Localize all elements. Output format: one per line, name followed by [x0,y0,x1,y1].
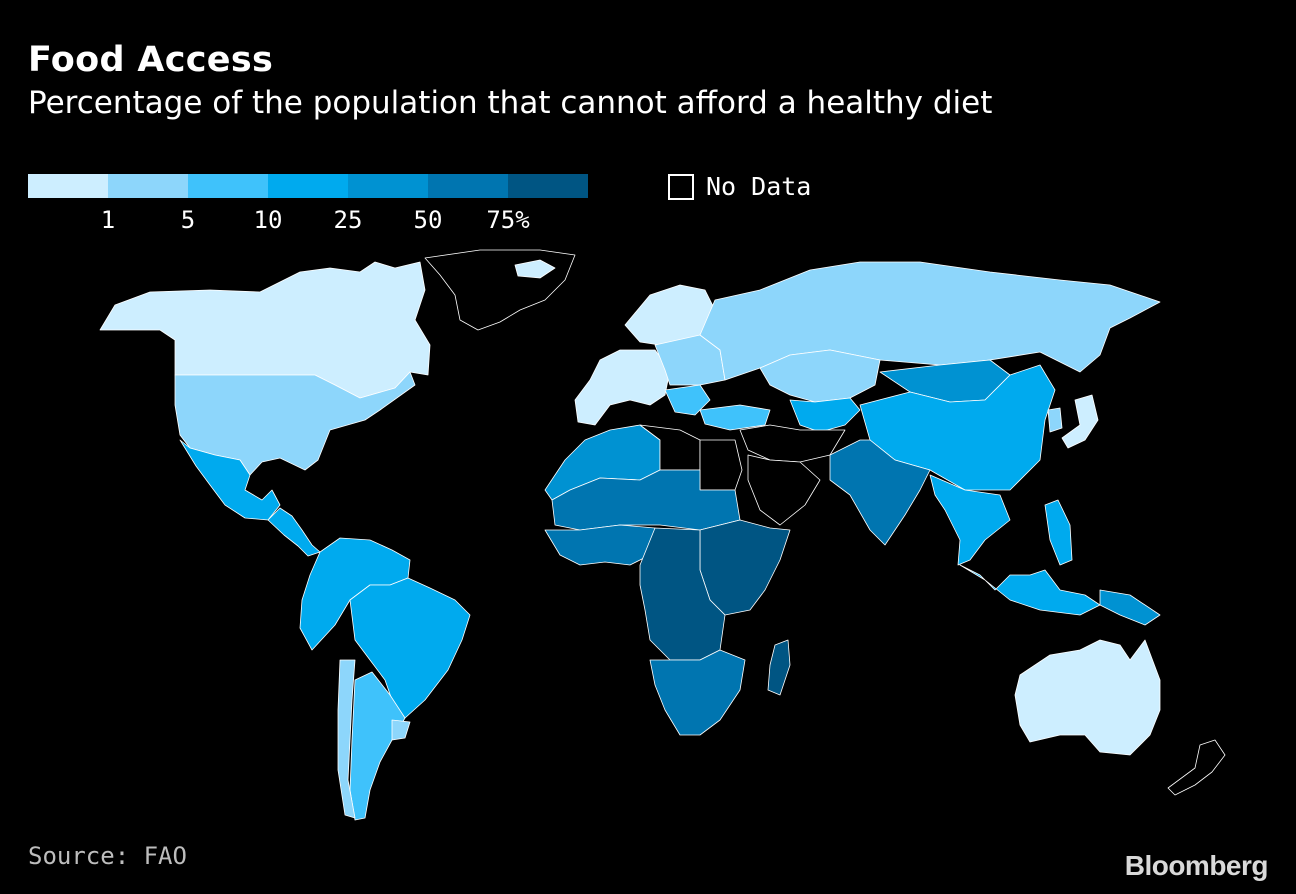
region-southeast-asia [929,474,1011,566]
region-japan [1061,394,1099,449]
source-note: Source: FAO [28,842,187,870]
legend-tick-label: 75% [486,206,530,234]
region-egypt [699,439,743,491]
region-south-asia [829,439,931,546]
region-chile [337,659,356,819]
region-greenland [424,249,576,331]
legend-swatch [28,174,108,198]
region-kazakhstan [759,349,881,403]
region-argentina [349,671,406,821]
legend-tick-label: 50 [413,206,443,234]
legend-tick-label: 5 [180,206,196,234]
legend-swatch [508,174,588,198]
region-papua-new-guinea [1099,589,1161,626]
region-iceland [514,259,556,279]
region-arabian-peninsula [747,454,821,526]
region-central-america [267,507,321,557]
region-australia [1014,639,1161,756]
region-uruguay [391,719,411,741]
legend-swatch [108,174,188,198]
legend-swatch [268,174,348,198]
bloomberg-logo: Bloomberg [1124,850,1269,881]
region-philippines [1044,499,1073,566]
region-southern-africa [649,649,746,736]
legend-swatch [428,174,508,198]
no-data-label: No Data [706,172,812,201]
region-west-africa [544,524,656,566]
region-indonesia [959,564,1101,616]
chart-subtitle: Percentage of the population that cannot… [28,85,993,121]
legend-tick-label: 10 [253,206,283,234]
region-central-asia [789,397,861,433]
legend-tick-label: 1 [100,206,116,234]
legend-color-bar [28,174,588,198]
legend-swatch [188,174,268,198]
region-turkey [699,404,771,431]
chart-title: Food Access [28,40,274,80]
no-data-legend: No Data [668,172,811,201]
legend-tick-label: 25 [333,206,363,234]
region-madagascar [767,639,791,696]
region-balkans [664,384,711,416]
no-data-swatch [668,173,694,200]
world-map [99,249,1226,821]
region-brazil [349,577,471,719]
region-russia [699,261,1161,381]
region-western-europe [574,349,671,426]
legend-ticks: 1 5 10 25 50 75% [28,206,588,236]
legend-swatch [348,174,428,198]
region-east-africa [699,519,791,616]
region-korea [1047,407,1063,433]
region-new-zealand [1167,739,1226,796]
color-legend: 1 5 10 25 50 75% [28,174,588,236]
region-mexico [179,439,281,521]
